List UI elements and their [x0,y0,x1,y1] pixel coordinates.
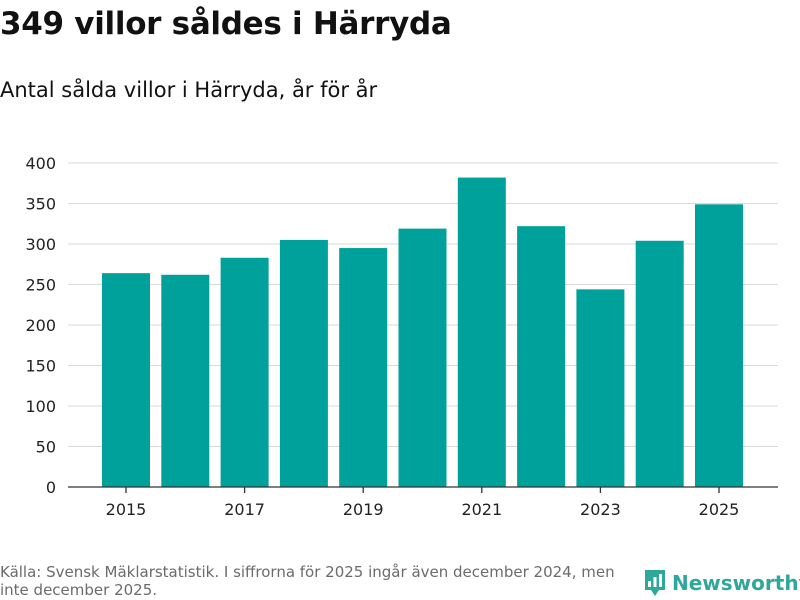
bar-2023 [576,289,625,487]
chart-subtitle: Antal sålda villor i Härryda, år för år [0,78,378,102]
chart-title: 349 villor såldes i Härryda [0,6,452,42]
bar-2024 [635,240,684,487]
y-tick-label-150: 150 [25,357,56,376]
x-tick-label-2021: 2021 [461,500,502,519]
bar-2021 [457,177,506,487]
newsworthy-logo-text: Newsworthy [672,571,800,595]
bar-2025 [695,204,743,487]
y-tick-label-0: 0 [46,478,56,497]
bar-2020 [398,228,447,488]
bar-2022 [517,226,566,487]
bar-2019 [339,248,388,487]
newsworthy-logo[interactable]: Newsworthy [643,568,800,598]
y-tick-label-250: 250 [25,276,56,295]
bar-2017 [220,257,269,487]
x-tick-label-2017: 2017 [224,500,265,519]
y-tick-label-50: 50 [36,438,56,457]
x-tick-label-2019: 2019 [343,500,384,519]
y-tick-label-300: 300 [25,235,56,254]
source-footnote: Källa: Svensk Mäklarstatistik. I siffror… [0,563,615,599]
x-tick-label-2025: 2025 [699,500,740,519]
bar-2018 [279,239,328,487]
y-tick-label-400: 400 [25,154,56,173]
y-tick-label-100: 100 [25,397,56,416]
y-tick-label-200: 200 [25,316,56,335]
newsworthy-logo-icon [645,570,665,596]
x-tick-label-2015: 2015 [106,500,147,519]
bar-2015 [102,273,150,487]
bar-2016 [161,274,210,487]
bar-chart: 0 50 100 150 200 250 300 350 400 2015 2017 2019 2021… [25,154,778,519]
y-tick-label-350: 350 [25,195,56,214]
x-tick-label-2023: 2023 [580,500,621,519]
